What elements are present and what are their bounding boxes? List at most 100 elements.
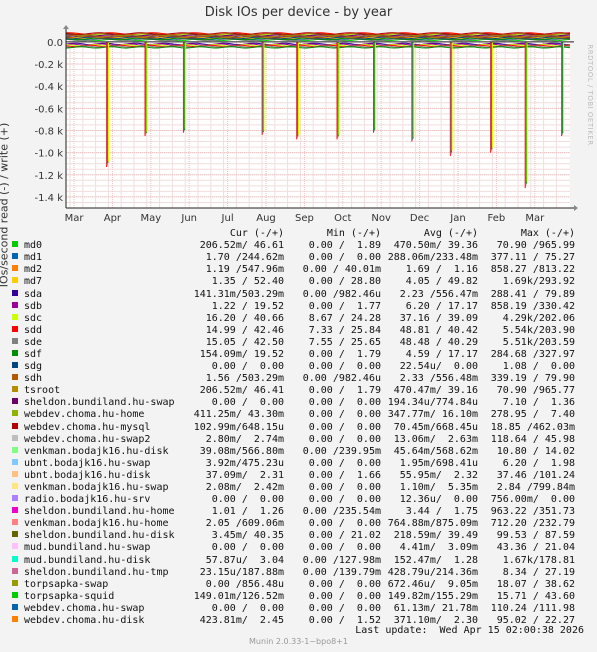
series-line-write xyxy=(65,36,571,40)
legend-swatch xyxy=(12,386,18,393)
legend-row: venkman.bodajk16.hu-swap 2.08m/ 2.42m 0.00… xyxy=(12,482,575,494)
legend-max: 1.69k/293.92 xyxy=(502,276,575,288)
legend-min: 0.00 / 0.00 xyxy=(308,409,381,421)
legend-min: 0.00 /127.98m xyxy=(302,554,381,566)
legend-max: 70.90 /965.77 xyxy=(496,385,575,397)
legend-min: 0.00 / 1.89 xyxy=(308,240,381,252)
legend-min: 0.00 / 0.00 xyxy=(308,482,381,494)
legend-series-name: webdev.choma.hu-home xyxy=(24,409,145,421)
x-tick-label: Jan xyxy=(449,213,465,224)
legend-cur: 3.45m/ 40.35 xyxy=(211,530,284,542)
legend-cur: 1.56 /503.29m xyxy=(205,373,284,385)
legend-swatch xyxy=(12,253,18,260)
legend-row: venkman.bodajk16.hu-home 2.05 /609.06m 0.0… xyxy=(12,518,575,530)
y-tick-label: -0.4 k xyxy=(35,82,64,93)
legend-header-row: Cur (-/+) Min (-/+) Avg (-/+) Max (-/+) xyxy=(12,228,575,240)
legend-swatch xyxy=(12,567,18,574)
legend-series-name: sheldon.bundiland.hu-disk xyxy=(24,530,175,542)
series-line-write xyxy=(66,32,571,35)
legend-min: 0.00 / 0.00 xyxy=(308,457,381,469)
legend-series-name: tsroot xyxy=(24,385,61,397)
legend-min: 8.67 / 24.28 xyxy=(308,312,381,324)
legend-min: 0.00 / 1.77 xyxy=(308,300,381,312)
legend-series-name: webdev.choma.hu-mysql xyxy=(24,421,151,433)
legend-cur: 1.35 / 52.40 xyxy=(211,276,284,288)
legend-min: 0.00 / 0.00 xyxy=(308,518,381,530)
series-line-write xyxy=(65,32,571,35)
legend-swatch xyxy=(12,265,18,272)
legend-min: 0.00 / 0.00 xyxy=(308,494,381,506)
legend-row: webdev.choma.hu-swap 0.00 / 0.00 0.00 / 0.… xyxy=(12,603,575,615)
legend-min: 0.00 / 0.00 xyxy=(308,252,381,264)
legend-swatch xyxy=(12,289,18,296)
legend-series-name: webdev.choma.hu-disk xyxy=(24,615,145,627)
legend-cur: 149.01m/126.52m xyxy=(193,590,284,602)
legend-avg: 764.88m/875.09m xyxy=(387,518,478,530)
legend-max: 278.95 / 7.40 xyxy=(490,409,575,421)
legend-series-name: sheldon.bundiland.hu-home xyxy=(24,506,175,518)
legend-row: torpsapka-swap 0.00 /856.48u 0.00 / 0.00 67… xyxy=(12,579,575,591)
legend-min: 0.00 / 40.01m xyxy=(302,264,381,276)
legend-max: 2.84 /799.84m xyxy=(496,482,575,494)
legend-series-name: sheldon.bundiland.hu-tmp xyxy=(24,566,169,578)
x-tick-label: Jun xyxy=(180,213,197,224)
legend-cur: 23.15u/187.88m xyxy=(199,566,284,578)
legend-max: 18.07 / 38.62 xyxy=(496,578,575,590)
legend-min: 0.00 / 0.00 xyxy=(308,361,381,373)
legend-swatch xyxy=(12,616,18,623)
legend-avg: 55.95m/ 2.32 xyxy=(399,469,478,481)
legend-swatch xyxy=(12,422,18,429)
legend-avg: 4.41m/ 3.09m xyxy=(399,542,478,554)
legend-row: sdb 1.22 / 19.52 0.00 / 1.77 6.20 / 17.17 85… xyxy=(12,301,575,313)
legend-avg: 470.47m/ 39.16 xyxy=(393,385,478,397)
legend-cur: 2.05 /609.06m xyxy=(205,518,284,530)
legend-max: 339.19 / 79.90 xyxy=(490,373,575,385)
legend-min: 0.00 /139.79m xyxy=(302,566,381,578)
legend-avg: 6.20 / 17.17 xyxy=(405,300,478,312)
legend-series-name: mud.bundiland.hu-disk xyxy=(24,554,151,566)
legend-avg: 45.64m/568.62m xyxy=(393,445,478,457)
legend-row: sdg 0.00 / 0.00 0.00 / 0.00 22.54u/ 0.00 1.0… xyxy=(12,361,575,373)
legend-row: sdf 154.09m/ 19.52 0.00 / 1.79 4.59 / 17.17… xyxy=(12,349,575,361)
x-tick-label: Aug xyxy=(256,213,276,224)
legend-row: webdev.choma.hu-disk 423.81m/ 2.45 0.00 / … xyxy=(12,615,575,627)
legend-cur: 141.31m/503.29m xyxy=(193,288,284,300)
x-tick-label: Dec xyxy=(410,213,429,224)
legend-min: 0.00 / 0.00 xyxy=(308,421,381,433)
legend-swatch xyxy=(12,241,18,248)
legend-header-avg: Avg (-/+) xyxy=(423,228,478,240)
legend-min: 0.00 / 21.02 xyxy=(308,530,381,542)
legend-min: 7.55 / 25.65 xyxy=(308,336,381,348)
legend-series-name: webdev.choma.hu-swap2 xyxy=(24,433,151,445)
legend-avg: 428.79u/214.36m xyxy=(387,566,478,578)
legend-cur: 1.70 /244.62m xyxy=(205,252,284,264)
legend-swatch xyxy=(12,337,18,344)
legend-swatch xyxy=(12,579,18,586)
legend-swatch xyxy=(12,313,18,320)
legend-max: 1.67k/178.81 xyxy=(502,554,575,566)
legend-row: webdev.choma.hu-home 411.25m/ 43.30m 0.00 … xyxy=(12,409,575,421)
series-line-read xyxy=(65,46,571,49)
chart-canvas: 0.0 -0.2 k -0.4 k -0.6 k -0.8 k -1.0 k -1.2 k -… xyxy=(35,25,578,224)
y-tick-label: -1.2 k xyxy=(35,171,64,182)
x-axis-arrow xyxy=(574,205,578,211)
legend-avg: 70.45m/668.45u xyxy=(393,421,478,433)
legend-swatch xyxy=(12,301,18,308)
legend-cur: 0.00 / 0.00 xyxy=(211,602,284,614)
legend-cur: 1.01 / 1.26 xyxy=(211,506,284,518)
legend-max: 8.34 / 27.19 xyxy=(502,566,575,578)
legend-avg: 37.16 / 39.09 xyxy=(399,312,478,324)
legend-swatch xyxy=(12,277,18,284)
legend-row: sheldon.bundiland.hu-disk 3.45m/ 40.35 0.0… xyxy=(12,530,575,542)
legend-row: sdh 1.56 /503.29m 0.00 /982.46u 2.33 /556.4… xyxy=(12,373,575,385)
legend-series-name: md0 xyxy=(24,240,43,252)
legend-swatch xyxy=(12,446,18,453)
legend-max: 756.00m/ 0.00 xyxy=(490,494,575,506)
legend-max: 5.51k/203.59 xyxy=(502,336,575,348)
legend-swatch xyxy=(12,470,18,477)
legend-series-name: sdc xyxy=(24,312,43,324)
legend-avg: 672.46u/ 9.05m xyxy=(387,578,478,590)
legend-min: 0.00 / 0.00 xyxy=(308,578,381,590)
x-tick-label: Nov xyxy=(371,213,391,224)
legend-max: 37.46 /101.24 xyxy=(496,469,575,481)
